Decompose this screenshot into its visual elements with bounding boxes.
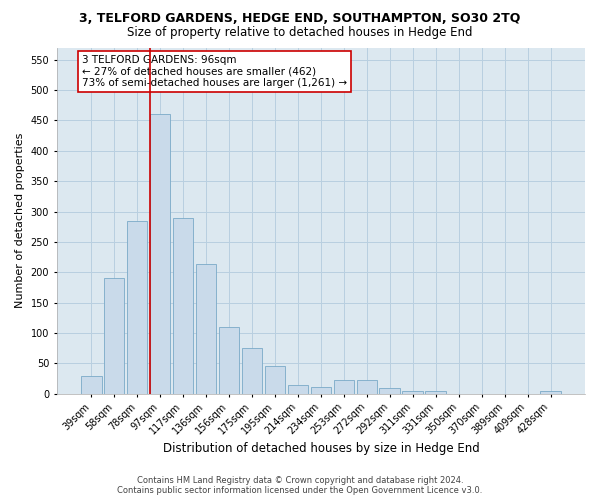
Bar [541, 391, 561, 394]
Bar [127, 220, 148, 394]
Text: 3, TELFORD GARDENS, HEDGE END, SOUTHAMPTON, SO30 2TQ: 3, TELFORD GARDENS, HEDGE END, SOUTHAMPT… [79, 12, 521, 26]
Text: Size of property relative to detached houses in Hedge End: Size of property relative to detached ho… [127, 26, 473, 39]
Bar [334, 380, 354, 394]
Bar [403, 391, 423, 394]
Bar [173, 218, 193, 394]
Bar [242, 348, 262, 394]
Bar [150, 114, 170, 394]
Bar [104, 278, 124, 394]
X-axis label: Distribution of detached houses by size in Hedge End: Distribution of detached houses by size … [163, 442, 479, 455]
Text: 3 TELFORD GARDENS: 96sqm
← 27% of detached houses are smaller (462)
73% of semi-: 3 TELFORD GARDENS: 96sqm ← 27% of detach… [82, 55, 347, 88]
Bar [356, 380, 377, 394]
Bar [81, 376, 101, 394]
Bar [311, 386, 331, 394]
Bar [265, 366, 285, 394]
Bar [425, 391, 446, 394]
Bar [218, 327, 239, 394]
Text: Contains HM Land Registry data © Crown copyright and database right 2024.
Contai: Contains HM Land Registry data © Crown c… [118, 476, 482, 495]
Y-axis label: Number of detached properties: Number of detached properties [15, 133, 25, 308]
Bar [287, 386, 308, 394]
Bar [196, 264, 217, 394]
Bar [379, 388, 400, 394]
